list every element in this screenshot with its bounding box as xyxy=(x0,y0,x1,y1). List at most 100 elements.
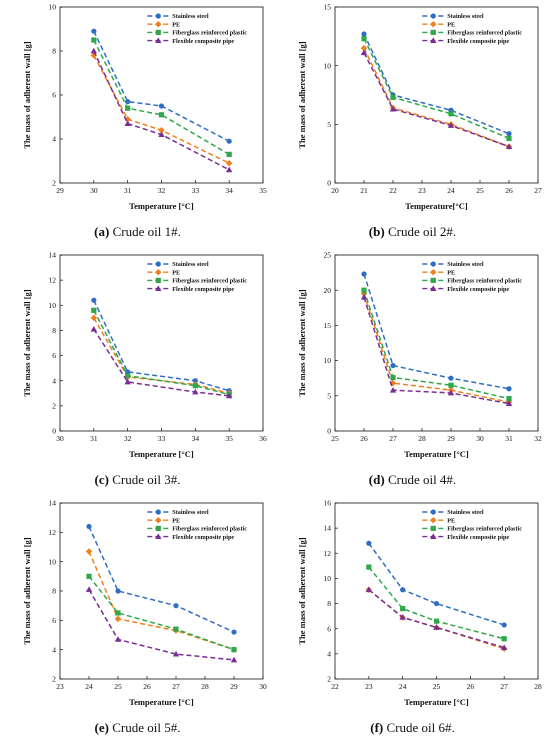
legend-label-stainless-steel: Stainless steel xyxy=(172,261,209,268)
legend-label-fiberglass-reinforced-plastic: Fiberglass reinforced plastic xyxy=(172,278,247,285)
legend-marker-fiberglass-reinforced-plastic xyxy=(430,525,436,531)
data-point-flexible-composite-pipe xyxy=(172,650,180,657)
caption-f: (f) Crude oil 6#. xyxy=(275,720,550,736)
data-point-stainless-steel xyxy=(448,375,454,381)
x-tick-label: 26 xyxy=(505,186,513,195)
legend-label-stainless-steel: Stainless steel xyxy=(172,509,209,516)
legend-marker-stainless-steel xyxy=(430,13,436,19)
x-axis-title: Temperature [°C] xyxy=(129,201,194,211)
x-tick-label: 30 xyxy=(56,434,64,443)
legend-marker-pe xyxy=(155,269,162,276)
x-tick-label: 26 xyxy=(143,682,151,691)
legend-label-pe: PE xyxy=(172,269,180,276)
data-point-fiberglass-reinforced-plastic xyxy=(125,105,131,111)
series-line-flexible-composite-pipe xyxy=(368,589,505,649)
data-point-fiberglass-reinforced-plastic xyxy=(226,151,232,157)
x-tick-label: 24 xyxy=(447,186,455,195)
y-tick-label: 4 xyxy=(327,649,331,658)
x-tick-label: 25 xyxy=(114,682,122,691)
y-tick-label: 8 xyxy=(52,587,56,596)
y-tick-label: 4 xyxy=(52,376,56,385)
legend-marker-pe xyxy=(155,21,162,28)
data-point-fiberglass-reinforced-plastic xyxy=(448,111,454,117)
data-point-stainless-steel xyxy=(400,587,406,593)
data-point-pe xyxy=(85,548,93,555)
legend-marker-pe xyxy=(430,269,437,276)
y-tick-label: 8 xyxy=(52,326,56,335)
data-point-fiberglass-reinforced-plastic xyxy=(433,618,440,624)
x-tick-label: 25 xyxy=(331,434,339,443)
data-point-stainless-steel xyxy=(125,99,131,105)
data-point-flexible-composite-pipe xyxy=(433,624,440,630)
data-point-flexible-composite-pipe xyxy=(360,294,368,300)
y-axis-title: The mass of adherent wall [g] xyxy=(22,537,32,644)
y-axis-title: The mass of adherent wall [g] xyxy=(297,41,307,148)
plot-frame xyxy=(334,254,539,432)
x-axis-title: Temperature [°C] xyxy=(404,449,469,459)
y-tick-label: 6 xyxy=(52,616,56,625)
data-point-stainless-steel xyxy=(361,271,367,277)
data-point-fiberglass-reinforced-plastic xyxy=(506,135,512,142)
legend-marker-pe xyxy=(430,21,437,28)
legend-marker-flexible-composite-pipe xyxy=(430,37,437,43)
legend-marker-flexible-composite-pipe xyxy=(430,533,437,539)
series-line-flexible-composite-pipe xyxy=(363,52,510,148)
data-point-fiberglass-reinforced-plastic xyxy=(91,37,97,43)
series-line-fiberglass-reinforced-plastic xyxy=(363,289,510,400)
data-point-stainless-steel xyxy=(506,131,512,137)
y-tick-label: 5 xyxy=(327,120,331,129)
x-tick-label: 27 xyxy=(172,682,180,691)
x-tick-label: 29 xyxy=(230,682,238,691)
data-point-fiberglass-reinforced-plastic xyxy=(192,383,198,389)
legend-label-fiberglass-reinforced-plastic: Fiberglass reinforced plastic xyxy=(447,278,522,285)
data-point-flexible-composite-pipe xyxy=(90,47,98,54)
data-point-pe xyxy=(360,290,368,297)
y-tick-label: 15 xyxy=(324,321,332,330)
y-tick-label: 5 xyxy=(327,391,331,400)
y-tick-label: 0 xyxy=(52,427,56,436)
y-axis-title: The mass of adherent wall [g] xyxy=(22,289,32,396)
data-point-fiberglass-reinforced-plastic xyxy=(448,382,454,388)
x-tick-label: 31 xyxy=(124,186,132,195)
x-tick-label: 27 xyxy=(534,186,542,195)
legend-marker-flexible-composite-pipe xyxy=(430,285,437,291)
legend-marker-flexible-composite-pipe xyxy=(155,285,162,291)
legend-label-fiberglass-reinforced-plastic: Fiberglass reinforced plastic xyxy=(447,526,522,533)
data-point-flexible-composite-pipe xyxy=(225,392,233,399)
x-tick-label: 35 xyxy=(259,186,267,195)
x-tick-label: 32 xyxy=(158,186,166,195)
data-point-stainless-steel xyxy=(86,523,92,530)
y-tick-label: 4 xyxy=(52,645,56,654)
data-point-fiberglass-reinforced-plastic xyxy=(390,94,396,100)
x-tick-label: 33 xyxy=(158,434,166,443)
data-point-fiberglass-reinforced-plastic xyxy=(361,287,367,293)
data-point-fiberglass-reinforced-plastic xyxy=(366,564,372,570)
caption-text-b: Crude oil 2#. xyxy=(387,224,457,239)
legend-label-pe: PE xyxy=(447,21,455,28)
legend-marker-stainless-steel xyxy=(430,509,436,515)
data-point-flexible-composite-pipe xyxy=(225,166,233,173)
data-point-flexible-composite-pipe xyxy=(360,49,368,56)
x-tick-label: 25 xyxy=(433,682,441,691)
legend-label-stainless-steel: Stainless steel xyxy=(447,509,484,516)
legend-marker-stainless-steel xyxy=(155,261,161,267)
legend-label-stainless-steel: Stainless steel xyxy=(172,13,209,20)
x-tick-label: 34 xyxy=(225,186,233,195)
data-point-pe xyxy=(124,116,131,123)
panel-label-c: (c) xyxy=(94,472,109,487)
x-tick-label: 28 xyxy=(201,682,209,691)
legend-label-pe: PE xyxy=(172,21,180,28)
x-tick-label: 30 xyxy=(259,682,267,691)
x-tick-label: 21 xyxy=(360,186,368,195)
y-tick-label: 2 xyxy=(52,675,56,684)
series-line-pe xyxy=(88,551,235,651)
y-axis-title: The mass of adherent wall [g] xyxy=(297,289,307,396)
y-tick-label: 10 xyxy=(49,301,57,310)
legend-marker-fiberglass-reinforced-plastic xyxy=(430,29,436,35)
data-point-flexible-composite-pipe xyxy=(505,400,513,406)
data-point-pe xyxy=(90,314,98,322)
panel-label-e: (e) xyxy=(94,720,109,735)
data-point-stainless-steel xyxy=(231,629,237,635)
